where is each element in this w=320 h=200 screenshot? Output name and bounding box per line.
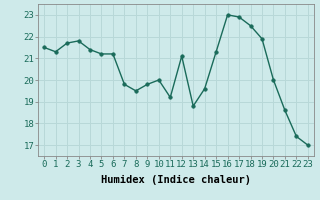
- X-axis label: Humidex (Indice chaleur): Humidex (Indice chaleur): [101, 175, 251, 185]
